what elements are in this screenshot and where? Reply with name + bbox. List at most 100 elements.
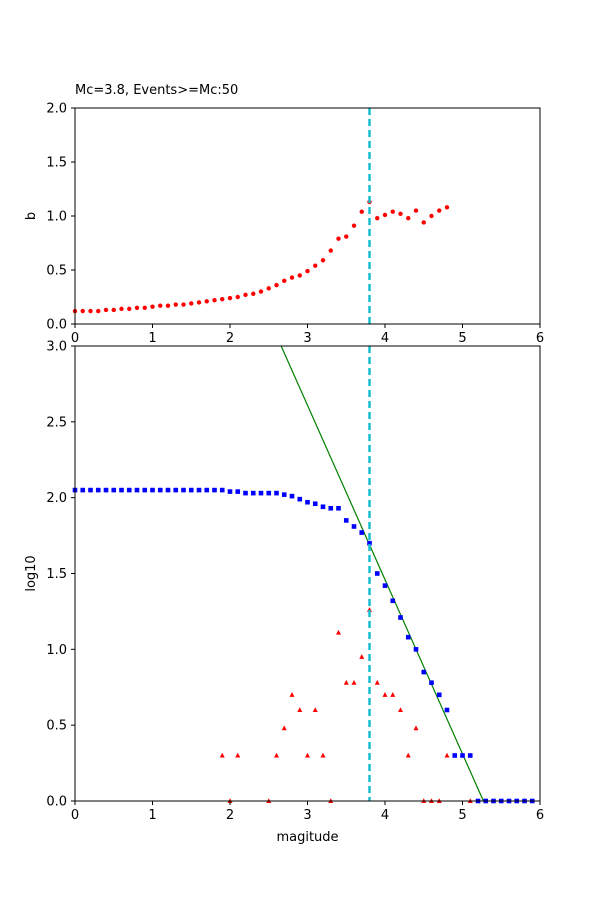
b-point [251, 291, 256, 296]
log10-square-point [188, 487, 194, 493]
log10-triangle-point [398, 707, 403, 712]
b-point [258, 289, 264, 294]
log10-x-tick-label: 5 [458, 808, 466, 823]
log10-square-point [413, 647, 419, 652]
log10-plot-area [72, 345, 535, 804]
log10-x-tick-label: 1 [148, 808, 156, 823]
log10-square-point [111, 487, 117, 493]
log10-square-point [181, 487, 186, 493]
b-y-tick-label: 0.5 [46, 264, 67, 279]
log10-square-point [142, 487, 148, 493]
log10-square-point [157, 487, 163, 493]
b-point [204, 299, 209, 304]
b-x-tick-label: 6 [536, 331, 544, 346]
log10-square-point [243, 490, 248, 496]
log10-y-tick-label: 0.5 [46, 719, 67, 734]
b-x-tick-label: 1 [148, 331, 156, 346]
b-y-axis-label: b [24, 212, 39, 220]
log10-square-point [150, 487, 155, 493]
log10-square-point [274, 490, 279, 496]
log10-y-tick-label: 1.5 [46, 567, 67, 582]
log10-square-point [405, 634, 411, 640]
log10-square-point [320, 504, 326, 510]
b-point [406, 215, 411, 221]
b-point [336, 236, 341, 241]
log10-triangle-point [390, 692, 396, 697]
log10-square-point [398, 615, 403, 620]
log10-square-point [250, 490, 256, 496]
log10-square-point [212, 487, 217, 493]
b-point [398, 211, 403, 217]
log10-square-point [219, 487, 225, 493]
b-x-tick-label: 2 [226, 331, 234, 346]
b-y-tick-label: 1.5 [46, 156, 67, 171]
b-y-tick-label: 1.0 [46, 210, 67, 225]
b-point [103, 307, 109, 313]
log10-square-point [328, 505, 334, 511]
log10-triangle-point [305, 752, 310, 758]
b-point [158, 303, 163, 308]
b-point [189, 301, 194, 306]
b-point [142, 305, 147, 310]
log10-y-axis-ticks: 0.0 0.5 1.0 1.5 2.0 2.5 3.0 [46, 340, 75, 810]
b-point [344, 234, 349, 239]
b-point [227, 295, 233, 301]
log10-triangle-point [343, 679, 349, 685]
log10-square-point [436, 692, 442, 698]
b-x-tick-label: 5 [458, 331, 466, 346]
log10-square-point [235, 489, 241, 494]
b-y-axis-ticks: 0.0 0.5 1.0 1.5 2.0 [46, 102, 75, 333]
log10-square-point [444, 707, 450, 713]
log10-x-tick-label: 3 [303, 808, 311, 823]
log10-triangle-point [444, 752, 450, 758]
log10-square-point [95, 487, 101, 493]
b-point [119, 306, 124, 312]
b-point [173, 302, 178, 307]
log10-y-tick-label: 1.0 [46, 643, 67, 658]
log10-square-point [88, 487, 93, 493]
b-point [235, 294, 240, 300]
log10-x-axis-ticks: 0 1 2 3 4 5 6 [71, 801, 544, 823]
log10-square-point [289, 493, 295, 499]
log10-square-point [80, 487, 86, 493]
b-chart-title: Mc=3.8, Events>=Mc:50 [75, 83, 238, 98]
b-point [305, 268, 310, 274]
log10-y-tick-label: 2.5 [46, 415, 67, 430]
log10-square-point [281, 492, 287, 497]
b-point [359, 209, 364, 214]
b-point [375, 215, 380, 221]
log10-y-axis-label: log10 [24, 555, 39, 591]
log10-square-point [351, 524, 357, 529]
log10-triangle-point [336, 629, 341, 635]
log10-y-tick-label: 2.0 [46, 491, 67, 506]
log10-square-point [258, 490, 264, 496]
log10-y-tick-label: 0.0 [46, 795, 67, 810]
b-point [88, 308, 93, 314]
log10-square-point [390, 598, 396, 604]
log10-square-point [103, 487, 109, 493]
b-point [429, 213, 434, 219]
b-point [80, 308, 85, 314]
log10-square-point [312, 501, 318, 507]
log10-square-point [119, 487, 124, 493]
b-point [266, 286, 271, 291]
log10-triangle-point [289, 692, 295, 697]
log10-triangle-point [235, 752, 241, 758]
b-point [243, 292, 248, 298]
log10-square-point [134, 487, 140, 493]
b-point [282, 278, 287, 283]
log10-triangle-point [320, 752, 326, 758]
log10-triangle-point [281, 725, 287, 731]
b-y-tick-label: 2.0 [46, 102, 67, 117]
log10-x-tick-label: 4 [381, 808, 389, 823]
log10-square-point [305, 499, 310, 505]
log10-triangle-point [374, 679, 380, 685]
b-point [96, 308, 101, 314]
b-point [212, 298, 217, 303]
b-point [421, 220, 426, 225]
log10-triangle-point [312, 707, 318, 712]
log10-square-point [421, 669, 427, 675]
b-point [328, 248, 333, 253]
b-x-axis-ticks: 0 1 2 3 4 5 6 [71, 324, 544, 346]
